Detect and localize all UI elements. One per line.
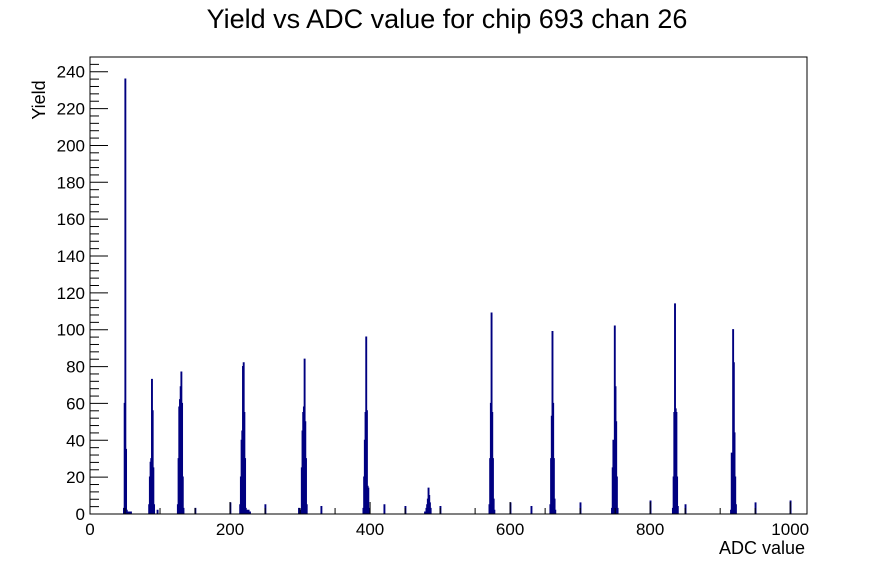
histogram-bin bbox=[492, 458, 494, 514]
histogram-bin bbox=[152, 467, 155, 514]
histogram-bin bbox=[244, 507, 247, 514]
y-tick-label: 240 bbox=[57, 63, 85, 82]
histogram-bin bbox=[305, 504, 308, 514]
histogram-bin bbox=[429, 507, 432, 514]
y-tick-label: 180 bbox=[57, 173, 85, 192]
histogram-bin bbox=[676, 476, 679, 514]
histogram-bin bbox=[156, 509, 159, 514]
histogram-bin bbox=[181, 402, 184, 514]
y-tick-label: 120 bbox=[57, 284, 85, 303]
y-tick-label: 80 bbox=[66, 358, 85, 377]
histogram-bin bbox=[615, 421, 618, 514]
histogram-bin bbox=[383, 504, 386, 514]
x-tick-label: 200 bbox=[216, 520, 244, 539]
y-tick-label: 0 bbox=[76, 505, 85, 524]
y-tick-label: 60 bbox=[66, 394, 85, 413]
histogram-bin bbox=[124, 78, 127, 514]
histogram-bin bbox=[320, 506, 323, 514]
histogram-bin bbox=[552, 458, 555, 514]
y-axis: 0 20 40 60 80 100 120 140 160 180 200 220 240 bbox=[57, 56, 108, 524]
x-tick-label: 400 bbox=[356, 520, 384, 539]
x-axis: 0 200 400 600 800 1000 bbox=[85, 502, 809, 539]
x-axis-label: ADC value bbox=[719, 538, 805, 558]
histogram-bin bbox=[125, 509, 128, 514]
y-axis-label: Yield bbox=[29, 80, 49, 119]
histogram-bin bbox=[246, 509, 249, 514]
histogram-bin bbox=[615, 476, 618, 514]
y-tick-label: 140 bbox=[57, 247, 85, 266]
histogram-bin bbox=[151, 410, 154, 514]
histogram-bin bbox=[424, 511, 426, 514]
histogram-bin bbox=[127, 511, 130, 514]
histogram-bin bbox=[305, 458, 307, 514]
histogram-bin bbox=[676, 506, 679, 514]
x-tick-label: 600 bbox=[496, 520, 524, 539]
y-tick-label: 40 bbox=[66, 431, 85, 450]
histogram-bin bbox=[181, 476, 184, 514]
histogram-bin bbox=[128, 511, 131, 514]
histogram-bin bbox=[365, 410, 368, 514]
histogram-bin bbox=[734, 504, 737, 514]
y-tick-label: 20 bbox=[66, 468, 85, 487]
histogram-bin bbox=[182, 507, 185, 514]
y-tick-label: 160 bbox=[57, 210, 85, 229]
x-tick-label: 1000 bbox=[771, 520, 809, 539]
histogram-bin bbox=[530, 506, 533, 514]
y-tick-label: 100 bbox=[57, 321, 85, 340]
histogram-bin bbox=[733, 432, 736, 514]
x-tick-label: 0 bbox=[85, 520, 94, 539]
x-tick-label: 800 bbox=[636, 520, 664, 539]
histogram-bin bbox=[368, 507, 370, 514]
histogram-bin bbox=[675, 412, 678, 514]
histogram-bin bbox=[554, 509, 557, 514]
histogram-bin bbox=[130, 511, 132, 514]
histogram-bin bbox=[247, 509, 250, 514]
histogram-bin bbox=[553, 498, 556, 514]
histogram-bin bbox=[734, 476, 737, 514]
histogram-bin bbox=[367, 487, 370, 514]
histogram-bin bbox=[249, 511, 251, 514]
histogram-bin bbox=[244, 458, 247, 514]
histogram-bin bbox=[153, 504, 156, 514]
histogram-bin bbox=[616, 507, 619, 514]
histogram-bin bbox=[493, 509, 496, 514]
histogram-bin bbox=[125, 448, 128, 514]
y-tick-label: 200 bbox=[57, 136, 85, 155]
histogram-bin bbox=[298, 507, 300, 514]
chart-title: Yield vs ADC value for chip 693 chan 26 bbox=[207, 4, 688, 34]
y-tick-label: 220 bbox=[57, 100, 85, 119]
histogram-bin bbox=[492, 498, 495, 514]
